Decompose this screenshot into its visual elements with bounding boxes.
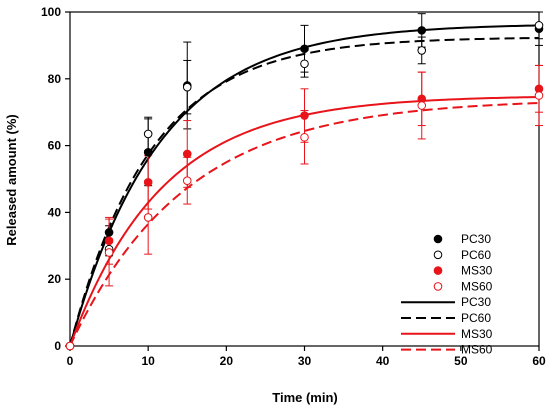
point-pc30 xyxy=(104,228,114,237)
legend-label-ms30: MS30 xyxy=(461,327,493,341)
data-markers xyxy=(65,21,544,351)
legend-label-pc30: PC30 xyxy=(461,295,491,309)
y-tick-label: 60 xyxy=(48,139,62,153)
point-ms60 xyxy=(182,176,192,185)
y-tick-label: 100 xyxy=(41,5,61,19)
legend-marker-pc60 xyxy=(433,250,443,260)
point-pc60 xyxy=(534,21,544,30)
y-axis-title: Released amount (%) xyxy=(4,114,19,245)
legend-label-ms60: MS60 xyxy=(461,343,493,357)
point-ms60 xyxy=(65,341,75,351)
y-tick-label: 40 xyxy=(48,205,62,219)
point-pc60 xyxy=(300,59,309,69)
x-tick-label: 40 xyxy=(376,354,390,368)
point-ms30 xyxy=(104,236,114,246)
point-ms60 xyxy=(104,248,114,257)
point-pc60 xyxy=(417,46,427,55)
y-tick-label: 0 xyxy=(54,339,61,353)
point-ms60 xyxy=(417,101,427,110)
x-axis-title: Time (min) xyxy=(272,390,338,405)
point-ms30 xyxy=(143,178,153,187)
legend-label-pc60: PC60 xyxy=(461,248,491,262)
legend-marker-pc30 xyxy=(433,234,443,244)
point-ms60 xyxy=(534,91,544,100)
x-tick-label: 60 xyxy=(532,354,546,368)
point-pc60 xyxy=(143,129,153,139)
point-pc30 xyxy=(417,26,427,35)
legend-label-pc30: PC30 xyxy=(461,232,491,246)
legend-label-pc60: PC60 xyxy=(461,311,491,325)
legend-label-ms60: MS60 xyxy=(461,279,493,293)
point-ms30 xyxy=(182,149,192,159)
legend-label-ms30: MS30 xyxy=(461,264,493,278)
x-tick-label: 50 xyxy=(454,354,468,368)
legend-marker-ms60 xyxy=(433,282,443,291)
point-ms60 xyxy=(300,132,309,142)
point-pc30 xyxy=(143,147,153,157)
x-tick-label: 0 xyxy=(67,354,74,368)
x-tick-label: 30 xyxy=(298,354,312,368)
x-tick-label: 20 xyxy=(220,354,234,368)
legend-marker-ms30 xyxy=(433,266,443,275)
fit-curve-ms60 xyxy=(69,102,540,347)
point-pc30 xyxy=(300,44,309,54)
point-ms30 xyxy=(300,111,309,120)
x-tick-label: 10 xyxy=(141,354,155,368)
y-tick-label: 20 xyxy=(48,272,62,286)
axes: 0 10 20 30 40 50 60 0 20 40 60 80 100 xyxy=(41,5,546,368)
point-ms60 xyxy=(143,213,153,222)
y-tick-label: 80 xyxy=(48,72,62,86)
point-pc60 xyxy=(182,82,192,92)
